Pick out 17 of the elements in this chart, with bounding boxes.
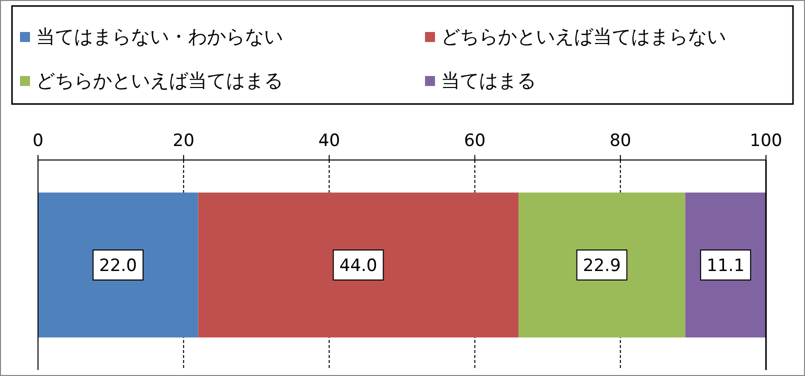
x-tick-label: 20: [172, 131, 194, 151]
data-label: 11.1: [706, 256, 745, 276]
x-tick-label: 100: [750, 131, 782, 151]
data-label: 22.0: [99, 256, 138, 276]
legend-label: 当てはまらない・わからない: [36, 26, 283, 48]
bar: [198, 192, 518, 338]
data-label: 44.0: [339, 256, 378, 276]
legend-label: どちらかといえば当てはまる: [36, 70, 283, 92]
x-tick-label: 0: [32, 131, 44, 151]
bar: [38, 192, 198, 338]
legend-label: 当てはまる: [441, 70, 536, 92]
x-tick-label: 40: [318, 131, 340, 151]
x-tick-label: 60: [464, 131, 486, 151]
data-label: 22.9: [582, 256, 621, 276]
bar: [518, 192, 686, 338]
x-tick-label: 80: [610, 131, 632, 151]
legend-label: どちらかといえば当てはまらない: [441, 26, 726, 48]
